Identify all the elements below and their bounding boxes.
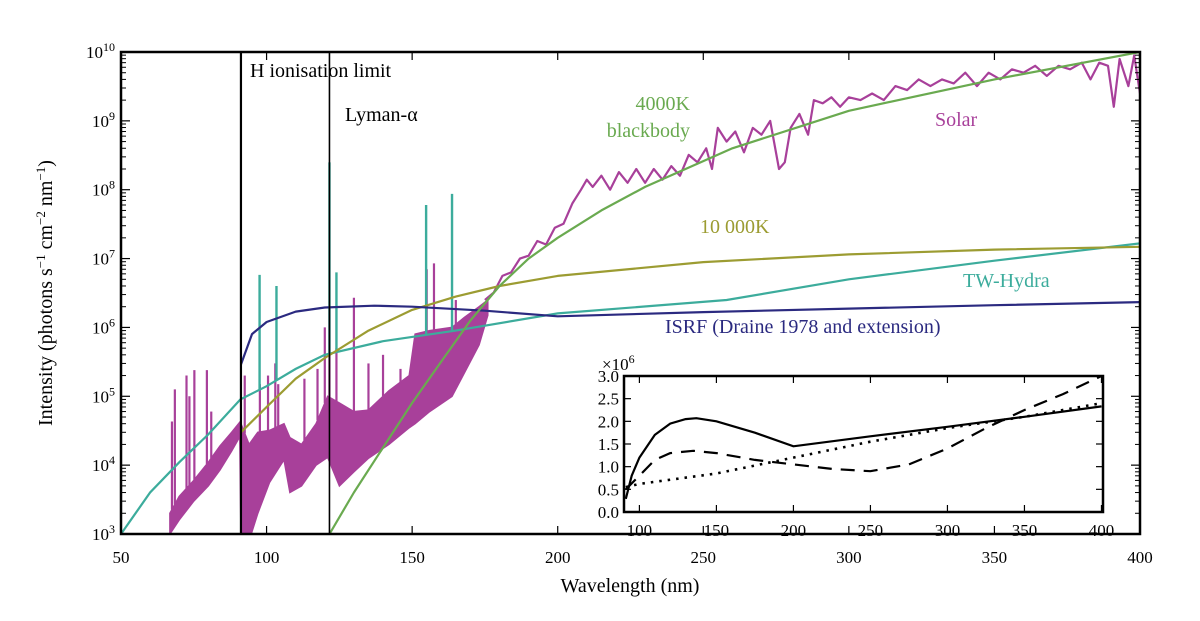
tw-hydra-label: TW-Hydra <box>963 270 1050 292</box>
isrf-label: ISRF (Draine 1978 and extension) <box>665 316 941 338</box>
inset-y-tick-label: 1.5 <box>598 435 619 454</box>
y-tick-label: 107 <box>92 247 115 269</box>
x-tick-label: 300 <box>836 548 862 567</box>
inset-y-tick-label: 1.0 <box>598 458 619 477</box>
solar-label: Solar <box>935 109 978 131</box>
inset-plot: 100 150 200 250 300 350 400 0.0 0.5 1.0 1.5 2.0 2.5 3… <box>598 352 1114 540</box>
blackbody-10000k-label: 10 000K <box>700 216 770 238</box>
inset-series-group <box>624 376 1102 500</box>
y-tick-label: 1010 <box>86 40 115 62</box>
lyman-alpha-label: Lyman-α <box>345 104 418 126</box>
inset-x-tick-label: 350 <box>1012 521 1038 540</box>
x-axis-label: Wavelength (nm) <box>561 575 700 597</box>
x-tick-label: 200 <box>545 548 571 567</box>
inset-x-tick-label: 100 <box>627 521 653 540</box>
main-plot-frame <box>119 50 1142 536</box>
inset-y-tick-label: 0.5 <box>598 480 619 499</box>
inset-x-tick-label: 150 <box>704 521 730 540</box>
blackbody-4000k-label-line1: 4000K <box>636 93 691 115</box>
solar-series-line <box>484 54 1140 301</box>
x-tick-label: 350 <box>982 548 1008 567</box>
x-tick-label: 400 <box>1127 548 1153 567</box>
inset-y-tick-label: 2.0 <box>598 412 619 431</box>
h-ionisation-limit-label: H ionisation limit <box>250 60 392 82</box>
inset-x-tick-label: 400 <box>1089 521 1115 540</box>
inset-solid-series-line <box>624 405 1102 500</box>
blackbody-10000k-series-line <box>240 245 1140 434</box>
inset-dotted-series-line <box>625 401 1102 489</box>
x-tick-label: 100 <box>254 548 280 567</box>
inset-y-tick-label: 2.5 <box>598 390 619 409</box>
inset-x-tick-label: 300 <box>935 521 961 540</box>
inset-y-multiplier: ×106 <box>602 352 635 374</box>
y-tick-label: 108 <box>92 178 115 200</box>
y-tick-label: 104 <box>92 453 115 475</box>
inset-y-tick-label: 0.0 <box>598 503 619 522</box>
y-tick-label: 106 <box>92 315 115 337</box>
main-plot-area <box>121 52 1140 534</box>
x-tick-label: 250 <box>691 548 717 567</box>
inset-background <box>624 376 1103 512</box>
blackbody-4000k-label-line2: blackbody <box>607 120 690 142</box>
tw-hydra-series-line <box>121 242 1140 534</box>
inset-y-tick-label: 3.0 <box>598 367 619 386</box>
blackbody-4000k-series-line <box>328 52 1140 534</box>
y-tick-label: 105 <box>92 384 115 406</box>
y-tick-label: 103 <box>92 522 115 544</box>
x-tick-label: 50 <box>113 548 130 567</box>
main-axes: 50 100 150 200 250 300 350 400 103 104 105 106 107 10… <box>86 40 1153 567</box>
y-axis-label: Intensity (photons s−1 cm−2 nm−1) <box>33 160 58 426</box>
inset-x-tick-label: 200 <box>781 521 807 540</box>
inset-dashed-series-line <box>625 376 1102 491</box>
isrf-series-line <box>239 301 1140 365</box>
x-tick-label: 150 <box>399 548 425 567</box>
y-tick-label: 109 <box>92 109 115 131</box>
inset-x-tick-label: 250 <box>858 521 884 540</box>
